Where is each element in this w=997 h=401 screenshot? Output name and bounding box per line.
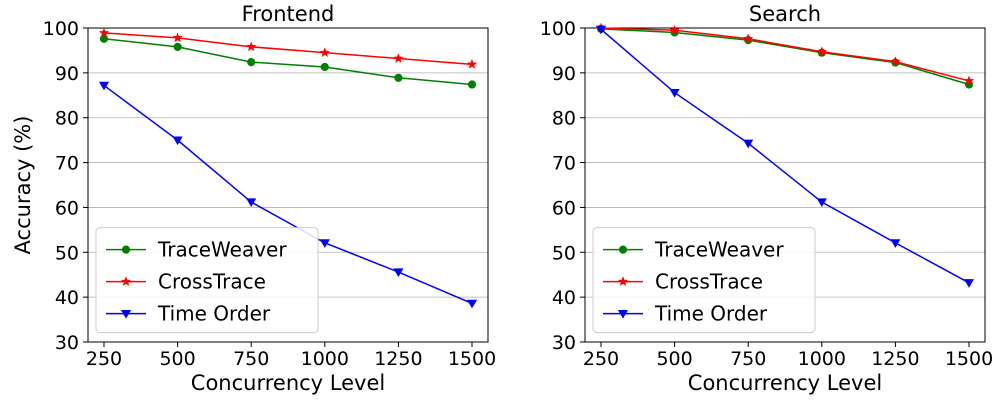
x-tick-label: 1500 — [945, 348, 993, 370]
legend-label-traceweaver: TraceWeaver — [654, 238, 784, 262]
x-axis-title: Concurrency Level — [688, 371, 882, 395]
y-tick-label: 70 — [552, 153, 576, 175]
data-point-time-order-triangle-marker — [246, 198, 257, 208]
legend-box — [95, 227, 319, 334]
series-line-crosstrace — [103, 32, 473, 66]
data-point-crosstrace-star-marker — [742, 33, 754, 44]
data-point-crosstrace-star-marker — [890, 56, 901, 67]
y-tick-label: 30 — [55, 332, 79, 354]
y-tick-label: 80 — [55, 108, 79, 130]
chart-title: Search — [749, 2, 821, 26]
x-axis-title: Concurrency Level — [191, 371, 385, 395]
legend-crosstrace-star-marker — [120, 276, 132, 287]
legend-label-traceweaver: TraceWeaver — [157, 238, 287, 262]
y-tick-label: 90 — [552, 63, 576, 85]
data-point-time-order-triangle-marker — [172, 136, 183, 146]
data-point-time-order-triangle-marker — [98, 81, 110, 91]
legend-traceweaver-circle-marker — [618, 245, 628, 254]
legend: TraceWeaver CrossTrace Time Order — [95, 227, 319, 334]
chart-panel-search: 30 40 50 60 70 80 90 100 250 500 750 1000 1250 1500 Se… — [540, 2, 993, 395]
data-point-traceweaver-circle-marker — [247, 57, 256, 67]
legend-box — [592, 227, 816, 334]
data-point-crosstrace-star-marker — [466, 58, 478, 69]
plot-frame — [87, 27, 489, 343]
y-tick-label: 50 — [552, 242, 576, 264]
y-tick-label: 40 — [552, 287, 576, 309]
y-tick-label: 70 — [55, 153, 79, 175]
data-point-time-order-triangle-marker — [319, 239, 330, 248]
legend-label-crosstrace: CrossTrace — [655, 270, 763, 294]
y-axis-title: Accuracy (%) — [11, 116, 35, 255]
data-point-crosstrace-star-marker — [98, 27, 110, 38]
x-tick-label: 500 — [656, 348, 692, 370]
y-tick-label: 60 — [552, 197, 576, 219]
legend-time-order-triangle-marker — [617, 309, 629, 319]
legend: TraceWeaver CrossTrace Time Order — [592, 227, 816, 334]
x-tick-label: 1250 — [374, 348, 422, 370]
data-point-time-order-triangle-marker — [595, 25, 607, 35]
data-point-crosstrace-star-marker — [393, 52, 404, 63]
data-point-crosstrace-star-marker — [669, 24, 680, 35]
data-point-traceweaver-circle-marker — [394, 73, 403, 82]
y-tick-label: 100 — [540, 18, 576, 40]
legend-label-time-order: Time Order — [654, 302, 768, 326]
legend-label-time-order: Time Order — [157, 302, 271, 326]
data-point-traceweaver-circle-marker — [320, 62, 329, 72]
legend-crosstrace-star-marker — [617, 276, 629, 287]
y-tick-label: 40 — [55, 287, 79, 309]
data-point-time-order-triangle-marker — [669, 88, 680, 98]
x-tick-label: 250 — [86, 348, 122, 370]
series-line-traceweaver — [103, 38, 473, 86]
legend-traceweaver-circle-marker — [121, 245, 131, 254]
x-tick-label: 1000 — [301, 348, 349, 370]
legend-label-crosstrace: CrossTrace — [158, 270, 266, 294]
y-tick-label: 50 — [55, 242, 79, 264]
y-tick-label: 100 — [43, 18, 79, 40]
legend-time-order-triangle-marker — [120, 309, 132, 319]
plot-frame — [584, 27, 986, 343]
data-point-crosstrace-star-marker — [963, 75, 975, 86]
data-point-crosstrace-star-marker — [245, 41, 257, 52]
data-point-crosstrace-star-marker — [816, 46, 828, 57]
data-point-crosstrace-star-marker — [172, 32, 183, 43]
y-tick-label: 30 — [552, 332, 576, 354]
data-point-time-order-triangle-marker — [743, 139, 754, 149]
series-line-crosstrace — [600, 27, 970, 82]
x-tick-label: 250 — [583, 348, 619, 370]
series-line-time-order — [103, 84, 473, 305]
data-point-time-order-triangle-marker — [816, 198, 827, 208]
data-point-time-order-triangle-marker — [466, 299, 478, 309]
y-tick-label: 60 — [55, 197, 79, 219]
x-tick-label: 1250 — [871, 348, 919, 370]
chart-panel-frontend: 30 40 50 60 70 80 90 100 250 500 750 1000 1250 1500 Fr… — [11, 2, 496, 395]
data-point-time-order-triangle-marker — [963, 279, 975, 288]
x-tick-label: 500 — [159, 348, 195, 370]
y-tick-label: 80 — [552, 108, 576, 130]
chart-title: Frontend — [242, 2, 335, 26]
data-point-traceweaver-circle-marker — [173, 42, 182, 51]
y-tick-label: 90 — [55, 63, 79, 85]
x-tick-label: 750 — [233, 348, 269, 370]
x-tick-label: 1500 — [448, 348, 496, 370]
x-tick-label: 1000 — [798, 348, 846, 370]
data-point-time-order-triangle-marker — [393, 268, 404, 277]
data-point-time-order-triangle-marker — [890, 239, 901, 248]
data-point-traceweaver-circle-marker — [467, 80, 477, 89]
data-point-crosstrace-star-marker — [319, 47, 331, 58]
series-line-traceweaver — [600, 28, 970, 86]
x-tick-label: 750 — [730, 348, 766, 370]
series-line-time-order — [600, 28, 970, 284]
